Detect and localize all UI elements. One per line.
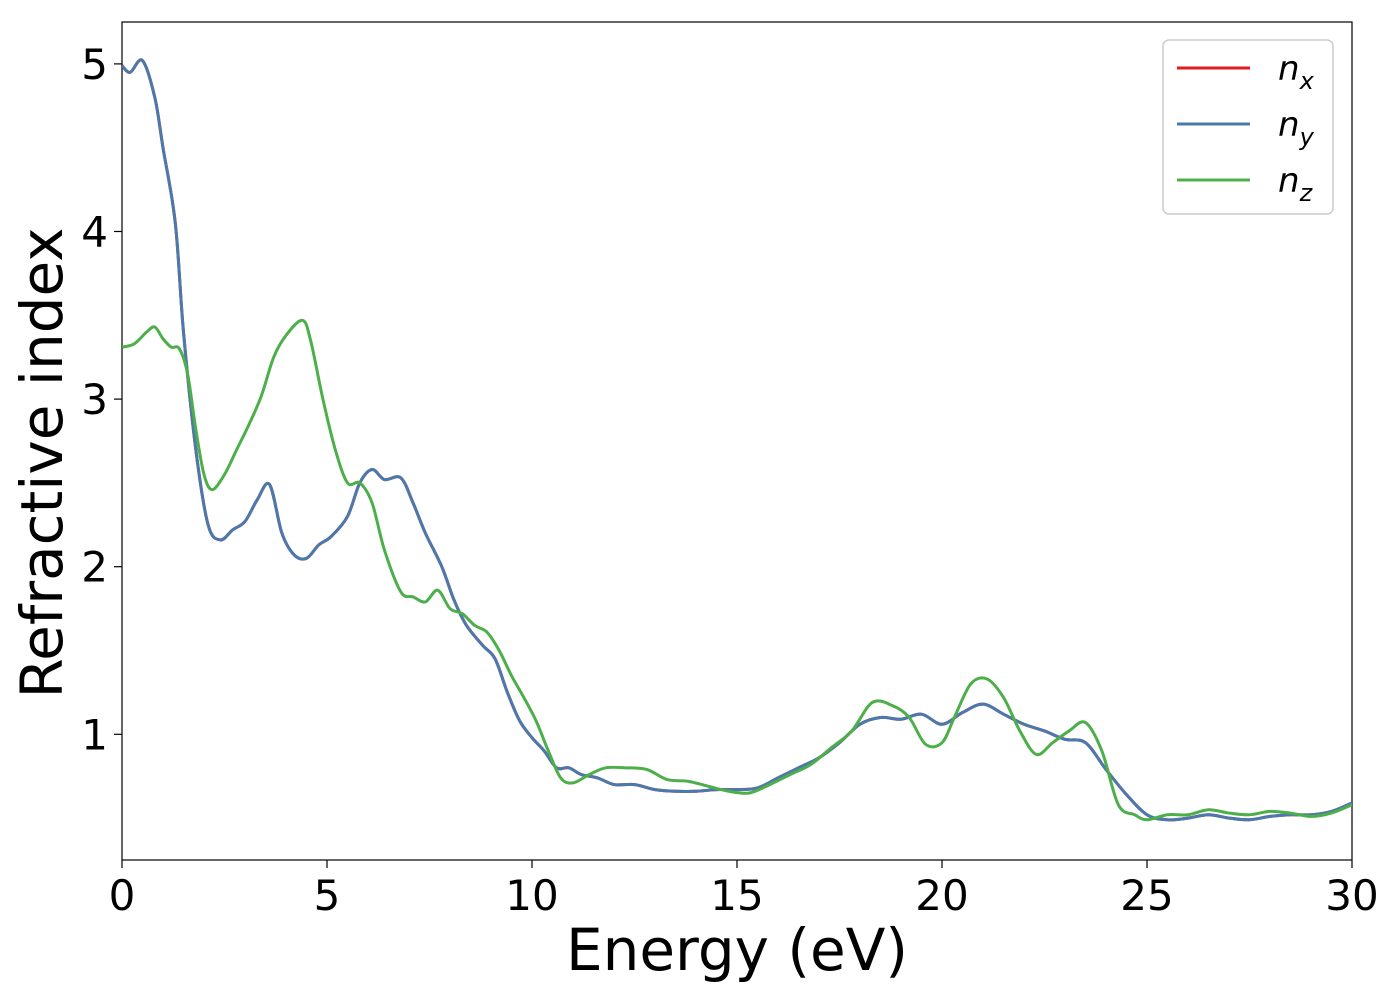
legend-label-nz: nz [1278,161,1314,207]
legend-label-nx: nx [1278,49,1315,95]
x-axis-label: Energy (eV) [566,916,908,984]
series-line-ny [122,58,1352,822]
y-tick-label: 1 [81,710,108,759]
legend-box [1162,39,1334,215]
y-axis-ticks: 1 2 3 4 5 [81,40,122,759]
x-tick-label: 20 [915,871,968,920]
y-tick-label: 2 [81,543,108,592]
x-tick-label: 15 [710,871,763,920]
y-tick-label: 5 [81,40,108,89]
y-tick-label: 3 [81,375,108,424]
series-layer [122,58,1352,822]
x-axis-ticks: 0 5 10 15 20 25 30 [109,860,1379,920]
x-tick-label: 10 [505,871,558,920]
y-axis-label: Refractive index [8,227,76,698]
series-line-nz [122,318,1352,822]
legend-label-ny: ny [1278,105,1315,151]
legend: nx ny nz [1162,39,1334,215]
x-tick-label: 25 [1120,871,1173,920]
y-tick-label: 4 [81,208,108,257]
x-tick-label: 0 [109,871,136,920]
x-tick-label: 5 [314,871,341,920]
x-tick-label: 30 [1325,871,1378,920]
